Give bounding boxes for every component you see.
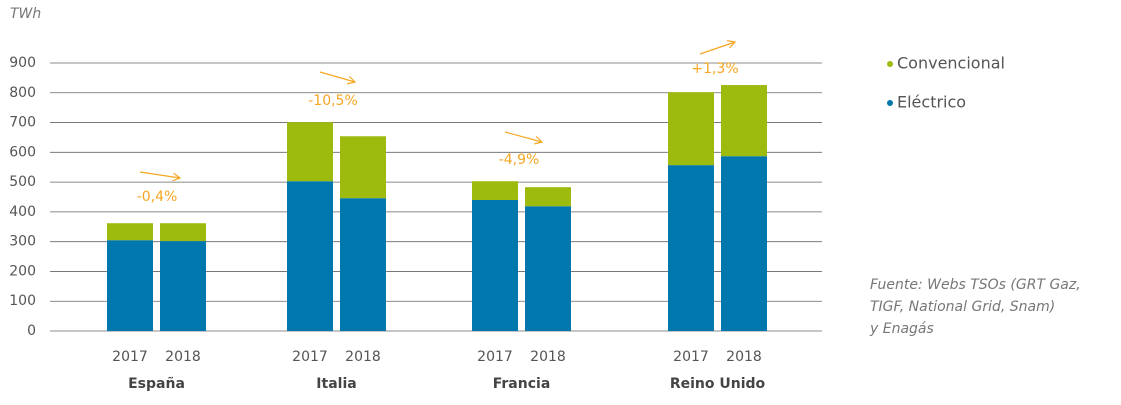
y-tick-label: 800 bbox=[9, 85, 36, 101]
x-tick-label: 2017 bbox=[292, 349, 328, 365]
bar-segment bbox=[287, 122, 333, 182]
y-tick-label: 500 bbox=[9, 174, 36, 190]
y-tick-label: 900 bbox=[9, 55, 36, 71]
bar-segment bbox=[340, 198, 386, 331]
legend-marker bbox=[887, 61, 893, 67]
y-tick-label: 200 bbox=[9, 263, 36, 279]
bar-segment bbox=[472, 199, 518, 331]
bar-segment bbox=[107, 223, 153, 241]
bar-segment bbox=[668, 92, 714, 166]
x-tick-label: 2018 bbox=[726, 349, 762, 365]
bar-segment bbox=[721, 85, 767, 157]
legend-label: Convencional bbox=[897, 54, 1005, 73]
y-tick-label: 100 bbox=[9, 293, 36, 309]
bar-segment bbox=[340, 136, 386, 199]
bar-segment bbox=[668, 165, 714, 331]
legend-label: Eléctrico bbox=[897, 93, 966, 112]
x-tick-label: 2018 bbox=[530, 349, 566, 365]
legend-marker bbox=[887, 100, 893, 106]
group-label: Italia bbox=[316, 376, 356, 392]
y-tick-label: 300 bbox=[9, 234, 36, 250]
group-label: España bbox=[128, 376, 185, 392]
change-annotation: -4,9% bbox=[499, 152, 540, 168]
arrow-head bbox=[534, 136, 544, 145]
change-arrow bbox=[139, 171, 181, 179]
bar-segment bbox=[472, 181, 518, 200]
group-label: Francia bbox=[493, 376, 551, 392]
change-arrow bbox=[504, 131, 543, 143]
y-tick-label: 0 bbox=[27, 323, 36, 339]
change-annotation: -0,4% bbox=[137, 189, 178, 205]
arrow-head bbox=[727, 40, 737, 49]
x-tick-label: 2017 bbox=[477, 349, 513, 365]
arrow-head bbox=[347, 75, 357, 85]
bar-segment bbox=[160, 223, 206, 242]
change-annotation: +1,3% bbox=[691, 61, 738, 77]
bar-segment bbox=[107, 240, 153, 331]
y-axis-label: TWh bbox=[10, 6, 41, 22]
x-tick-label: 2017 bbox=[673, 349, 709, 365]
y-tick-label: 400 bbox=[9, 204, 36, 220]
source-note: Fuente: Webs TSOs (GRT Gaz, bbox=[870, 277, 1081, 293]
x-tick-label: 2017 bbox=[112, 349, 148, 365]
change-arrow bbox=[699, 41, 736, 55]
y-tick-label: 700 bbox=[9, 115, 36, 131]
arrow-head bbox=[172, 172, 182, 182]
source-note: TIGF, National Grid, Snam) bbox=[870, 299, 1055, 315]
bar-segment bbox=[721, 156, 767, 331]
x-tick-label: 2018 bbox=[345, 349, 381, 365]
bar-segment bbox=[287, 181, 333, 331]
change-arrow bbox=[319, 71, 356, 83]
group-label: Reino Unido bbox=[670, 376, 766, 392]
bar-segment bbox=[160, 241, 206, 331]
bar-segment bbox=[525, 206, 571, 331]
y-tick-label: 600 bbox=[9, 144, 36, 160]
change-annotation: -10,5% bbox=[308, 93, 358, 109]
x-tick-label: 2018 bbox=[165, 349, 201, 365]
bar-segment bbox=[525, 187, 571, 207]
source-note: y Enagás bbox=[869, 321, 934, 337]
